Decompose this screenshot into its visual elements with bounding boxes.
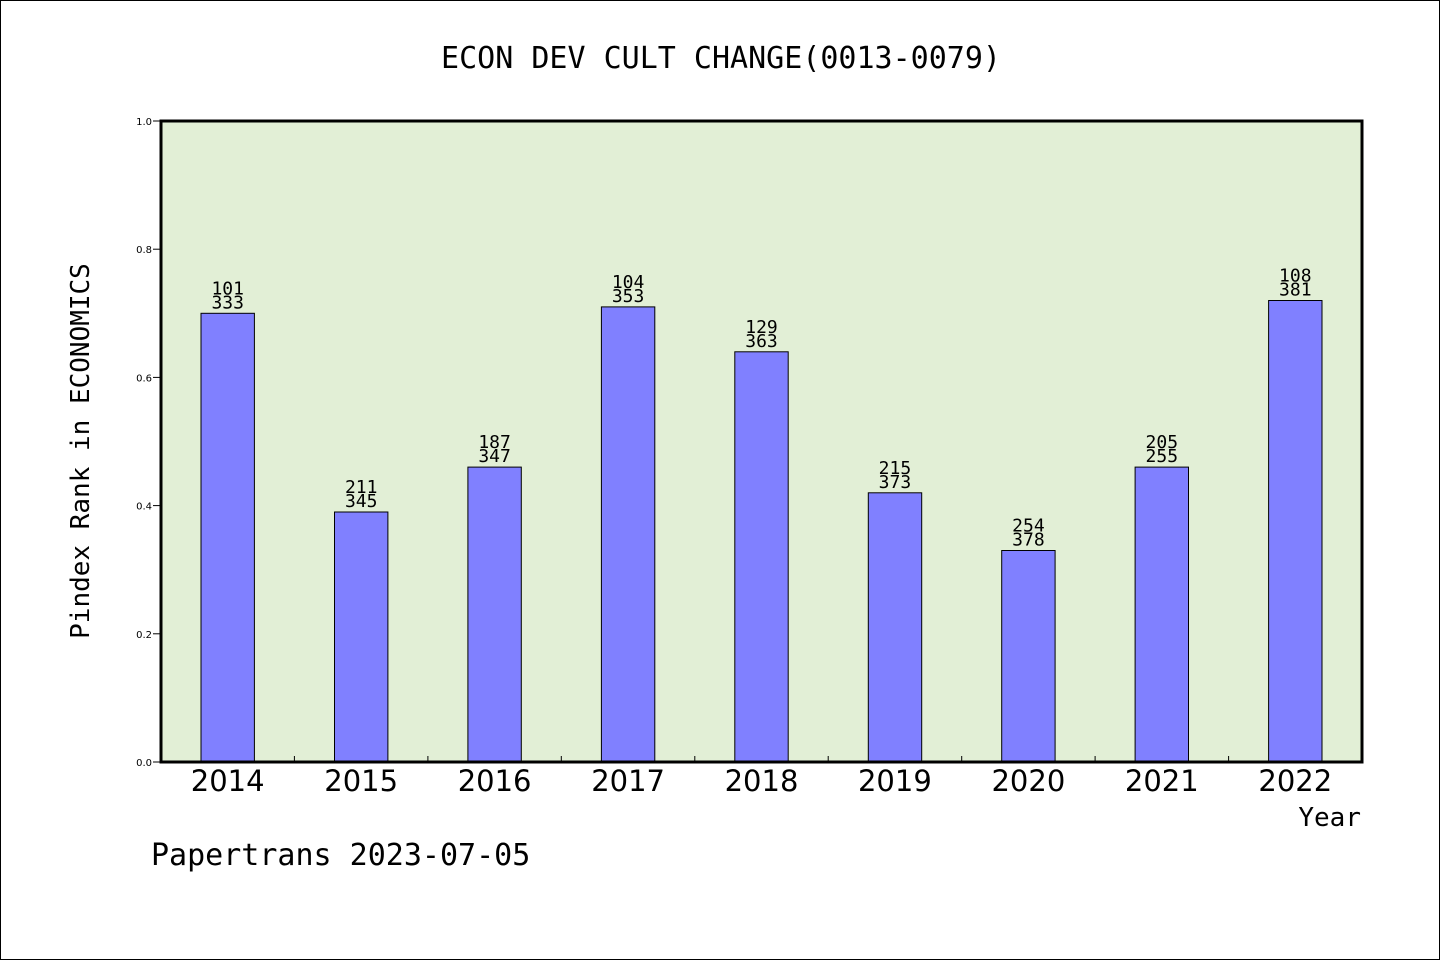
- bar-2016: [467, 466, 522, 763]
- bar-2017: [600, 306, 656, 763]
- x-tick-label-2020: 2020: [991, 764, 1065, 798]
- bar-rank-label-2018: 129: [745, 317, 778, 338]
- x-tick-label-2022: 2022: [1258, 764, 1332, 798]
- bar-rank-label-2016: 187: [478, 432, 511, 453]
- bar-rank-label-2021: 205: [1146, 432, 1179, 453]
- bar-rank-label-2020: 254: [1012, 516, 1045, 537]
- bar-total-label-2021: 255: [1146, 446, 1179, 467]
- x-tick-label-2019: 2019: [858, 764, 932, 798]
- x-tick-label-2016: 2016: [458, 764, 532, 798]
- x-tick-label-2021: 2021: [1125, 764, 1199, 798]
- bars-layer: [200, 300, 1323, 763]
- bar-rank-label-2022: 108: [1279, 266, 1312, 287]
- bar-total-label-2018: 363: [745, 331, 778, 352]
- bar-total-label-2015: 345: [345, 491, 378, 512]
- bar-2021: [1134, 466, 1189, 763]
- x-tick-label-2017: 2017: [591, 764, 665, 798]
- bar-2022: [1268, 300, 1323, 763]
- bar-2018: [734, 351, 789, 763]
- y-tick-label-1.0: 1.0: [136, 117, 152, 128]
- footer-credit: Papertrans 2023-07-05: [151, 838, 530, 873]
- bar-2019: [867, 492, 923, 763]
- bar-total-label-2019: 373: [879, 472, 912, 493]
- y-axis-label: Pindex Rank in ECONOMICS: [66, 263, 96, 639]
- bar-2020: [1001, 550, 1056, 763]
- bar-total-label-2016: 347: [478, 446, 511, 467]
- x-axis-label: Year: [1298, 803, 1361, 833]
- bar-2014: [200, 312, 255, 763]
- bar-annotations: 1013332113451873471043531293632153732543…: [211, 266, 1311, 551]
- x-axis: 2014 2015 2016 2017 2018 2019 2020 2021 2022: [191, 756, 1332, 798]
- bar-rank-label-2017: 104: [612, 272, 645, 293]
- y-tick-label-0.2: 0.2: [136, 630, 152, 641]
- plot-border: [159, 119, 1364, 764]
- bar-total-label-2022: 381: [1279, 280, 1312, 301]
- y-tick-label-0.0: 0.0: [136, 758, 152, 769]
- y-axis: 0.0 0.2 0.4 0.6 0.8 1.0: [136, 117, 161, 769]
- bar-total-label-2017: 353: [612, 286, 645, 307]
- bar-rank-label-2019: 215: [879, 458, 912, 479]
- bar-2015: [334, 511, 389, 763]
- y-tick-label-0.8: 0.8: [136, 245, 152, 256]
- bar-total-label-2014: 333: [211, 292, 244, 313]
- x-tick-label-2018: 2018: [725, 764, 799, 798]
- x-tick-label-2014: 2014: [191, 764, 265, 798]
- x-tick-label-2015: 2015: [324, 764, 398, 798]
- y-tick-label-0.4: 0.4: [136, 502, 152, 513]
- bar-rank-label-2015: 211: [345, 477, 378, 498]
- bar-total-label-2020: 378: [1012, 530, 1045, 551]
- y-tick-label-0.6: 0.6: [136, 373, 152, 384]
- bar-rank-label-2014: 101: [211, 278, 244, 299]
- chart-title: ECON DEV CULT CHANGE(0013-0079): [441, 41, 1001, 76]
